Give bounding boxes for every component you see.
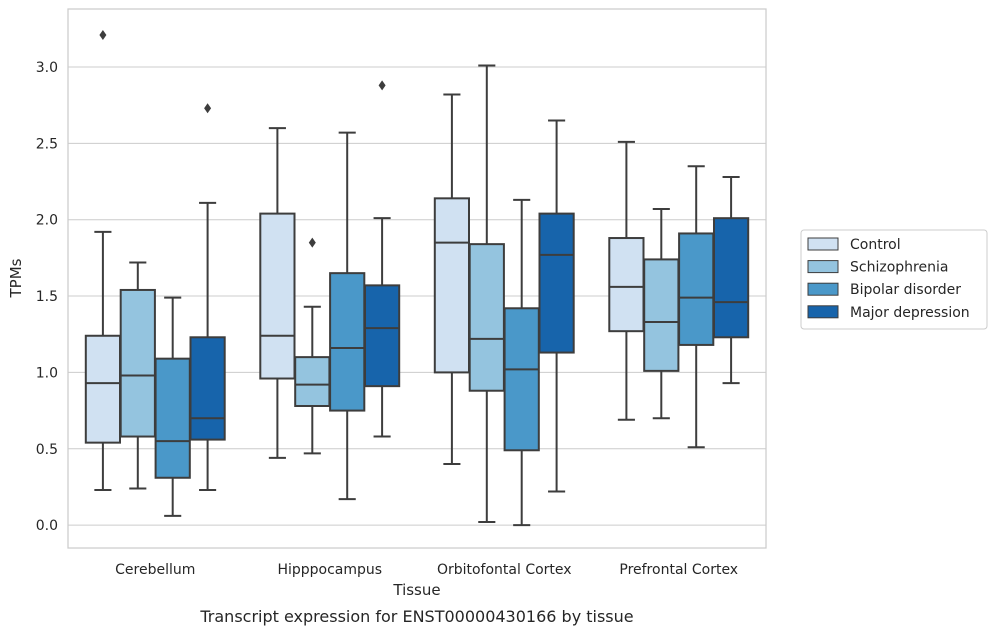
outlier-point bbox=[378, 80, 386, 91]
legend-label: Control bbox=[850, 237, 901, 253]
outlier-point bbox=[204, 103, 212, 114]
box-group bbox=[608, 140, 645, 421]
box-iqr bbox=[294, 356, 331, 407]
y-axis-label: TPMs bbox=[7, 258, 25, 298]
box-group bbox=[154, 296, 191, 517]
box-group bbox=[643, 208, 680, 420]
box-group bbox=[329, 131, 366, 501]
axis-layer: 0.0 0.5 1.0 1.5 2.0 2.5 3.0 Cerebellum Hipppocam… bbox=[36, 60, 738, 578]
x-tick-label: Cerebellum bbox=[115, 562, 195, 578]
box-iqr bbox=[468, 243, 505, 392]
box-iqr bbox=[608, 237, 645, 333]
box-group bbox=[712, 175, 750, 385]
y-tick-label: 3.0 bbox=[36, 60, 58, 76]
box-iqr bbox=[154, 357, 191, 479]
legend-items: Control Schizophrenia Bipolar disorder Majo… bbox=[807, 237, 970, 321]
legend-swatch bbox=[807, 305, 839, 319]
y-tick-label: 0.0 bbox=[36, 518, 58, 534]
box-iqr bbox=[712, 217, 750, 339]
box-iqr bbox=[433, 197, 471, 374]
box-iqr bbox=[84, 334, 122, 444]
box-group bbox=[538, 119, 575, 493]
box-group bbox=[119, 261, 156, 490]
x-axis-label: Tissue bbox=[392, 581, 440, 599]
box-iqr bbox=[329, 272, 366, 412]
box-group bbox=[294, 237, 331, 455]
box-group bbox=[84, 29, 122, 491]
box-group bbox=[433, 93, 471, 466]
outlier-point bbox=[99, 29, 107, 40]
x-tick-label: Hipppocampus bbox=[277, 562, 382, 578]
plot-frame bbox=[67, 8, 767, 549]
marks-layer bbox=[84, 29, 750, 527]
box-group bbox=[259, 127, 296, 459]
y-tick-label: 1.5 bbox=[36, 289, 58, 305]
box-iqr bbox=[643, 258, 680, 372]
legend-frame bbox=[800, 229, 988, 330]
legend-swatch bbox=[807, 282, 839, 296]
y-tick-label: 2.0 bbox=[36, 213, 58, 229]
y-tick-label: 1.0 bbox=[36, 365, 58, 381]
outlier-point bbox=[308, 237, 316, 248]
legend-label: Schizophrenia bbox=[850, 260, 948, 276]
box-group bbox=[363, 80, 401, 438]
x-tick-label: Prefrontal Cortex bbox=[619, 562, 738, 578]
legend-swatch bbox=[807, 237, 839, 251]
box-iqr bbox=[119, 288, 156, 438]
box-group bbox=[468, 64, 505, 524]
y-tick-label: 2.5 bbox=[36, 136, 58, 152]
box-iqr bbox=[503, 307, 540, 452]
box-iqr bbox=[363, 284, 401, 388]
y-tick-label: 0.5 bbox=[36, 442, 58, 458]
box-group bbox=[678, 165, 715, 449]
box-iqr bbox=[189, 336, 226, 441]
legend-swatch bbox=[807, 260, 839, 274]
chart-caption: Transcript expression for ENST0000043016… bbox=[199, 607, 633, 626]
legend-label: Major depression bbox=[850, 305, 970, 321]
box-iqr bbox=[259, 212, 296, 380]
legend: Control Schizophrenia Bipolar disorder Majo… bbox=[800, 229, 988, 330]
box-group bbox=[503, 198, 540, 527]
box-group bbox=[189, 103, 226, 491]
legend-label: Bipolar disorder bbox=[850, 282, 961, 298]
x-tick-label: Orbitofontal Cortex bbox=[437, 562, 572, 578]
box-iqr bbox=[538, 212, 575, 354]
box-iqr bbox=[678, 232, 715, 346]
